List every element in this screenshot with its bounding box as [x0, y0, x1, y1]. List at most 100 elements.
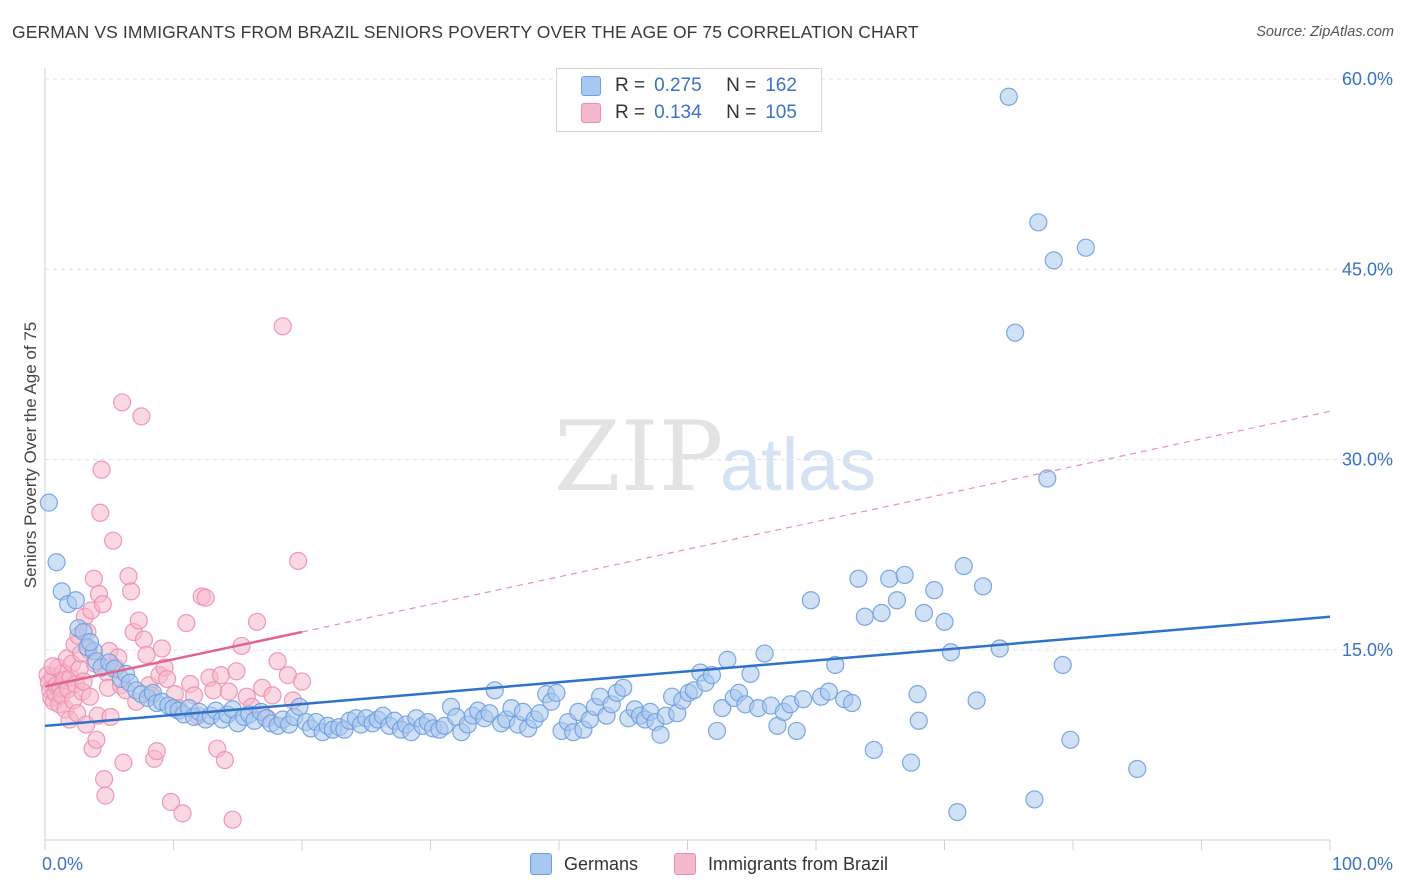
brazil-point [43, 657, 62, 676]
y-axis-label: Seniors Poverty Over the Age of 75 [21, 322, 40, 588]
brazil-point [121, 582, 141, 601]
brazil-point [211, 666, 231, 685]
brazil-point [273, 317, 292, 336]
bottom-legend-brazil: Immigrants from Brazil [674, 852, 888, 876]
brazil-point [204, 681, 223, 700]
brazil-n-value: 105 [765, 102, 797, 123]
german-point [1006, 323, 1025, 342]
german-point [887, 591, 907, 610]
german-point [1029, 213, 1048, 232]
brazil-point [147, 742, 166, 761]
legend-n-label: N = [726, 75, 757, 96]
german-point [849, 569, 868, 588]
german-point [842, 693, 862, 713]
brazil-point [219, 682, 238, 701]
brazil-legend-swatch [674, 853, 696, 875]
brazil-point [84, 569, 103, 588]
tick-labels: 15.0% 30.0% 45.0% 60.0% 0.0% 100.0% [42, 69, 1393, 874]
german-point [967, 691, 986, 710]
german-point [909, 711, 928, 730]
german-point [908, 685, 927, 704]
brazil-point [289, 551, 308, 571]
legend: R = 0.275 N = 162 R = 0.134 N = 105 [556, 68, 822, 132]
german-point [1128, 759, 1147, 779]
germans-r-value: 0.275 [654, 75, 702, 96]
brazil-point [104, 531, 123, 550]
axes [44, 68, 1331, 850]
brazil-point [95, 770, 114, 789]
german-point [880, 569, 899, 588]
brazil-point [129, 611, 148, 630]
brazil-point [247, 612, 267, 631]
brazil-point [96, 786, 115, 805]
german-point [925, 581, 944, 600]
brazil-point [74, 672, 93, 691]
german-point [826, 655, 845, 675]
german-point [801, 591, 820, 610]
german-point [47, 553, 66, 572]
germans-trend-line [44, 615, 1331, 728]
german-point [990, 639, 1009, 658]
german-point [1061, 730, 1080, 749]
source-label: Source: ZipAtlas.com [1256, 24, 1394, 40]
german-point [973, 577, 993, 596]
german-point [935, 612, 954, 631]
german-point [713, 698, 732, 718]
brazil-point [177, 614, 196, 633]
brazil-point [134, 630, 154, 649]
brazil-point [263, 686, 282, 705]
watermark: ZIP atlas [554, 401, 876, 513]
brazil-points [38, 317, 312, 829]
brazil-point [101, 707, 120, 727]
bottom-legend-germans: Germans [530, 852, 638, 876]
german-point [707, 721, 727, 741]
trend-lines [44, 410, 1331, 728]
brazil-point [161, 792, 181, 812]
german-point [1038, 469, 1057, 488]
y-tick-label: 45.0% [1342, 259, 1393, 279]
brazil-swatch [581, 103, 601, 123]
germans-n-value: 162 [765, 75, 797, 96]
german-point [80, 633, 100, 652]
germans-points [39, 87, 1147, 822]
german-point [1053, 655, 1072, 675]
german-point [914, 603, 934, 623]
germans-legend-label: Germans [564, 853, 639, 874]
german-point [702, 666, 722, 685]
x-tick-label-min: 0.0% [42, 854, 83, 874]
german-point [651, 725, 670, 744]
german-point [948, 802, 967, 822]
german-point [485, 681, 504, 700]
brazil-point [215, 750, 234, 770]
brazil-legend-label: Immigrants from Brazil [708, 853, 889, 874]
german-point [901, 753, 921, 772]
german-point [855, 607, 874, 626]
brazil-point [119, 567, 138, 586]
german-point [547, 683, 566, 702]
german-point [895, 565, 914, 585]
german-point [941, 643, 961, 662]
german-point [872, 603, 891, 623]
german-point [819, 682, 838, 701]
brazil-point [132, 407, 151, 426]
brazil-point [292, 672, 312, 691]
germans-legend-swatch [530, 853, 552, 875]
brazil-point [157, 669, 177, 689]
brazil-point [112, 393, 132, 412]
german-point [999, 87, 1018, 106]
brazil-point [93, 594, 112, 614]
grid-lines [45, 78, 1392, 651]
german-point [954, 556, 973, 576]
german-point [755, 644, 774, 663]
germans-swatch [581, 76, 601, 96]
brazil-point [137, 645, 156, 664]
legend-r-label: R = [615, 102, 646, 123]
german-point [480, 704, 499, 723]
x-tick-label-max: 100.0% [1332, 854, 1393, 874]
brazil-point [87, 730, 106, 749]
brazil-point [196, 588, 215, 607]
brazil-point [173, 804, 192, 823]
brazil-point [268, 652, 287, 671]
german-point [290, 697, 309, 716]
brazil-point [80, 687, 100, 706]
